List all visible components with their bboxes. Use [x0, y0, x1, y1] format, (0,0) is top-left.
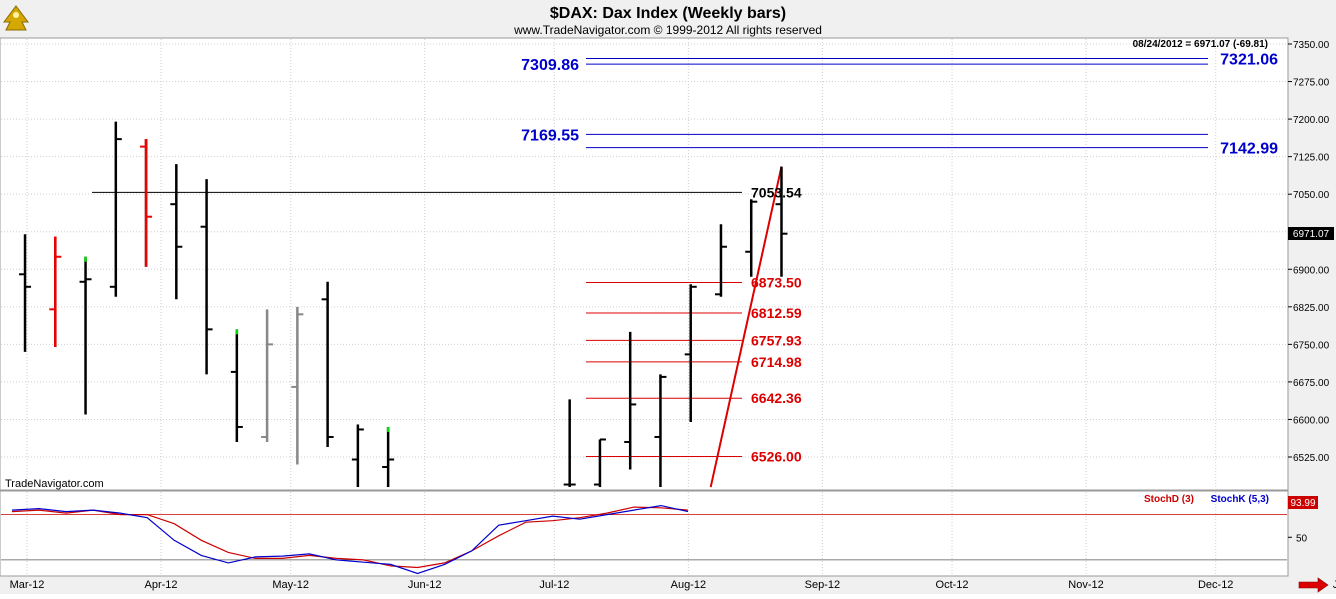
ohlc-bar: [745, 199, 758, 277]
y-tick-label: 7125.00: [1293, 153, 1330, 164]
price-panel: [0, 37, 1289, 491]
x-tick-label: Mar-12: [10, 579, 45, 591]
ohlc-bar: [593, 438, 606, 488]
horizontal-grid: [1, 43, 1287, 561]
price-bars: [19, 121, 788, 488]
ohlc-bar: [321, 281, 334, 447]
y-tick-label: 7350.00: [1293, 40, 1330, 51]
blue-level-label: 7309.86: [521, 57, 579, 74]
retracement-label: 6812.59: [751, 305, 802, 321]
title-bar: [0, 0, 1336, 38]
ohlc-bar: [684, 284, 697, 422]
ohlc-bar: [140, 139, 153, 267]
scroll-right-arrow-icon[interactable]: [1298, 577, 1329, 593]
x-tick-label: Sep-12: [805, 579, 840, 591]
ohlc-bar: [19, 234, 32, 352]
ohlc-bar: [714, 224, 727, 297]
retracement-label: 6526.00: [751, 448, 802, 464]
ohlc-bar: [291, 306, 304, 465]
x-tick-label: Oct-12: [936, 579, 969, 591]
retracement-label: 6873.50: [751, 275, 802, 291]
blue-level-label: 7169.55: [521, 127, 579, 144]
ohlc-bar: [351, 424, 364, 488]
y-tick-label: 6750.00: [1293, 340, 1330, 351]
ohlc-bar: [382, 426, 395, 488]
x-tick-label: Aug-12: [671, 579, 706, 591]
last-bar-info: 08/24/2012 = 6971.07 (-69.81): [1133, 39, 1268, 50]
x-tick-label: Jan-13: [1333, 579, 1336, 591]
ohlc-bar: [563, 399, 576, 488]
stochk-line: [11, 504, 689, 575]
last-price-tag: 6971.07: [1288, 227, 1334, 240]
ohlc-bar: [170, 164, 183, 300]
retracement-label: 6714.98: [751, 354, 802, 370]
x-axis-ticks: Mar-12 Apr-12 May-12 Jun-12 Jul-12 Aug-12 Sep-…: [10, 579, 1336, 591]
stoch-value-tag: 93.99: [1288, 496, 1318, 509]
x-tick-label: Jul-12: [539, 579, 569, 591]
ohlc-bar: [200, 179, 213, 375]
chart-subtitle: www.TradeNavigator.com © 1999-2012 All r…: [513, 23, 822, 37]
blue-level-label: 7321.06: [1220, 51, 1278, 68]
ohlc-bar: [654, 374, 667, 488]
blue-level-label: 7142.99: [1220, 141, 1278, 158]
stoch-y-tick-label: 50: [1296, 533, 1308, 544]
black-level-label: 7053.54: [751, 184, 802, 200]
ohlc-bar: [79, 256, 92, 415]
ohlc-bar: [109, 121, 122, 297]
svg-text:93.99: 93.99: [1290, 498, 1315, 509]
stochastic-lines: [11, 504, 689, 575]
trendline: [709, 166, 783, 488]
y-tick-label: 6825.00: [1293, 303, 1330, 314]
y-tick-label: 7275.00: [1293, 78, 1330, 89]
y-tick-label: 7050.00: [1293, 190, 1330, 201]
y-tick-label: 7200.00: [1293, 115, 1330, 126]
trendline-up: [709, 166, 783, 488]
ohlc-bar: [775, 166, 788, 277]
y-tick-label: 6525.00: [1293, 453, 1330, 464]
svg-text:6971.07: 6971.07: [1293, 229, 1330, 240]
retracement-label: 6757.93: [751, 332, 802, 348]
x-tick-label: Apr-12: [144, 579, 177, 591]
y-tick-label: 6675.00: [1293, 378, 1330, 389]
stochk-legend: StochK (5,3): [1211, 494, 1269, 505]
x-tick-label: Dec-12: [1198, 579, 1233, 591]
stochastic-panel: [0, 490, 1289, 577]
retracement-label: 6642.36: [751, 390, 802, 406]
y-tick-label: 6900.00: [1293, 265, 1330, 276]
ohlc-bar: [261, 309, 274, 442]
watermark-text: TradeNavigator.com: [5, 478, 104, 490]
trade-navigator-logo-icon: [3, 5, 29, 31]
y-axis-strip: [1288, 38, 1336, 576]
x-axis-strip: [0, 576, 1336, 594]
chart-title: $DAX: Dax Index (Weekly bars): [550, 5, 786, 22]
x-tick-label: May-12: [272, 579, 309, 591]
ohlc-bar: [230, 329, 243, 442]
stochd-legend: StochD (3): [1144, 494, 1194, 505]
vertical-grid: [26, 39, 1217, 575]
ohlc-bar: [49, 236, 62, 347]
x-tick-label: Jun-12: [408, 579, 442, 591]
y-tick-label: 6600.00: [1293, 415, 1330, 426]
ohlc-bar: [624, 331, 637, 470]
level-labels: 7321.06 7142.99 7309.86 7169.55 7053.54 6873.…: [521, 51, 1278, 464]
x-tick-label: Nov-12: [1068, 579, 1103, 591]
price-levels: [92, 57, 1208, 457]
